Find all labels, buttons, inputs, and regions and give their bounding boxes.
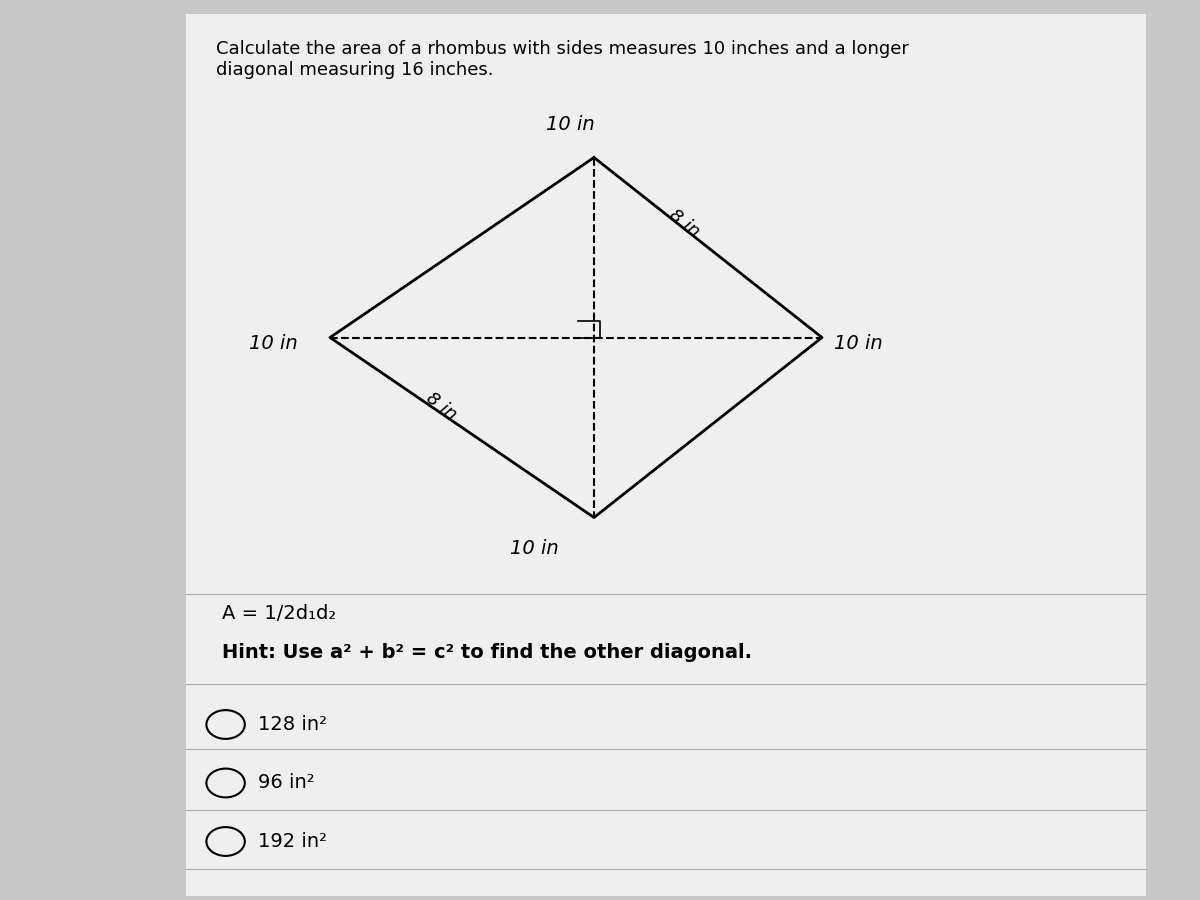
Text: 8 in: 8 in	[665, 206, 703, 240]
Text: 10 in: 10 in	[510, 539, 558, 559]
FancyBboxPatch shape	[186, 14, 1146, 896]
Text: A = 1/2d₁d₂: A = 1/2d₁d₂	[222, 604, 336, 624]
Text: 8 in: 8 in	[422, 390, 461, 424]
Text: 10 in: 10 in	[834, 334, 882, 354]
Text: 192 in²: 192 in²	[258, 832, 326, 851]
Text: 128 in²: 128 in²	[258, 715, 326, 734]
Text: 10 in: 10 in	[250, 334, 298, 354]
Text: 10 in: 10 in	[546, 114, 594, 134]
Text: Calculate the area of a rhombus with sides measures 10 inches and a longer
diago: Calculate the area of a rhombus with sid…	[216, 40, 908, 79]
Text: Hint: Use a² + b² = c² to find the other diagonal.: Hint: Use a² + b² = c² to find the other…	[222, 643, 752, 662]
Text: 96 in²: 96 in²	[258, 773, 314, 793]
